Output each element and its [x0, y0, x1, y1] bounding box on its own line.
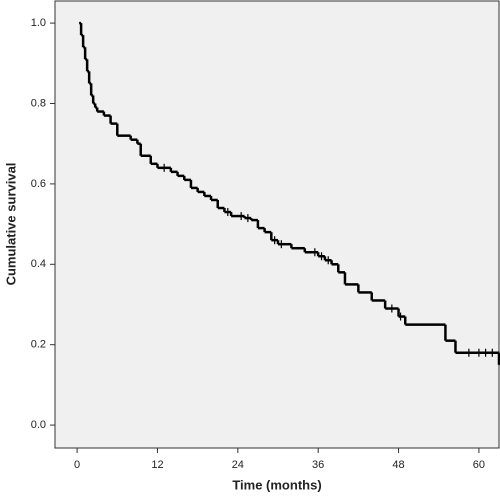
y-axis-title: Cumulative survival — [3, 163, 18, 286]
y-tick-label: 0.8 — [31, 97, 46, 109]
y-tick-label: 0.6 — [31, 178, 46, 190]
y-tick-label: 0.2 — [31, 339, 46, 351]
plot-area — [54, 0, 500, 449]
x-tick-label: 12 — [151, 459, 163, 471]
x-tick-label: 60 — [473, 459, 485, 471]
x-tick-label: 0 — [74, 459, 80, 471]
y-tick-label: 1.0 — [31, 17, 46, 29]
y-tick-label: 0.4 — [31, 258, 46, 270]
x-tick-label: 24 — [232, 459, 244, 471]
x-tick-label: 48 — [392, 459, 404, 471]
x-axis-title: Time (months) — [232, 477, 321, 492]
x-tick-label: 36 — [312, 459, 324, 471]
y-tick-label: 0.0 — [31, 419, 46, 431]
